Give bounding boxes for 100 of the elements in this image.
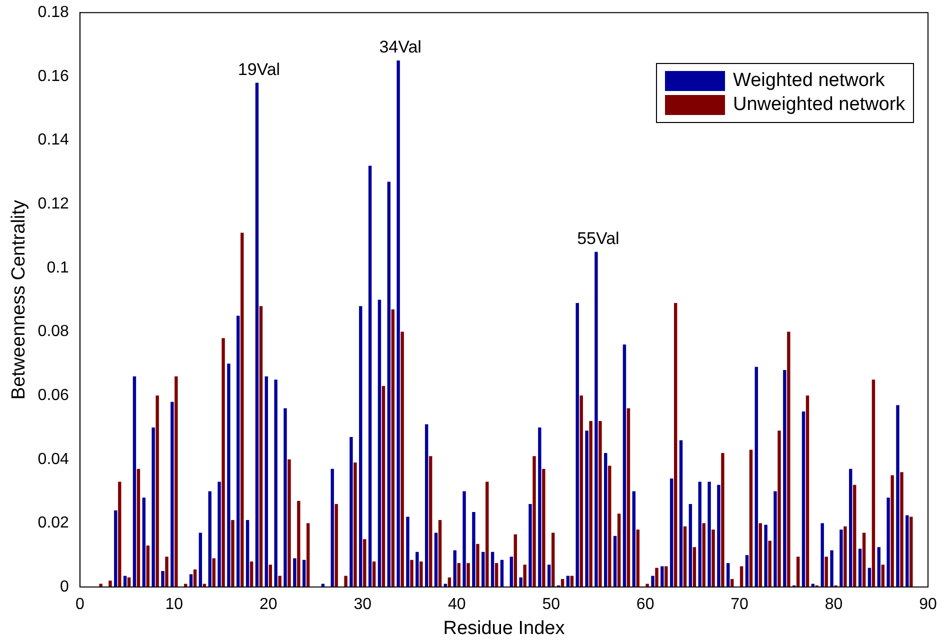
bar [372, 561, 376, 587]
y-tick-label: 0.04 [38, 450, 70, 468]
bar [208, 491, 212, 587]
bar [334, 504, 338, 587]
bar [259, 306, 263, 587]
x-tick-label: 90 [919, 596, 937, 614]
bar [330, 468, 334, 587]
bar [626, 408, 630, 587]
y-tick-label: 0.06 [38, 386, 70, 404]
bar [424, 424, 428, 587]
y-axis-title: Betweenness Centrality [8, 200, 30, 400]
x-tick-label: 30 [354, 596, 372, 614]
bar [227, 364, 230, 587]
y-tick-label: 0.1 [46, 259, 70, 276]
x-axis-title: Residue Index [443, 618, 566, 639]
x-tick-label: 10 [165, 596, 184, 614]
bar [726, 563, 730, 587]
bar [702, 523, 706, 587]
bar [538, 427, 542, 587]
bar [288, 459, 291, 587]
bar [532, 456, 536, 587]
bar [156, 396, 159, 587]
bar [428, 456, 432, 587]
bar [551, 532, 555, 587]
bar [774, 491, 777, 587]
bar [284, 408, 287, 587]
bar [806, 396, 810, 587]
bar [400, 332, 404, 587]
bar [146, 546, 150, 587]
x-tick-label: 20 [260, 596, 278, 614]
bar [674, 302, 678, 587]
bar [844, 526, 847, 587]
bar [858, 548, 862, 587]
bar [721, 452, 724, 587]
bar [622, 344, 626, 587]
bar [745, 555, 749, 587]
bar [881, 564, 884, 587]
bar [896, 405, 900, 587]
bar [910, 516, 913, 587]
bar [886, 498, 890, 587]
bar [547, 564, 551, 587]
bar [108, 580, 112, 587]
bar [796, 556, 800, 587]
annotation: 55Val [577, 229, 620, 248]
bar [142, 498, 146, 587]
bar [132, 376, 136, 587]
bar [617, 514, 621, 587]
bar [212, 558, 216, 587]
y-tick-label: 0 [60, 578, 70, 596]
y-tick-label: 0.02 [38, 514, 70, 532]
bar [462, 491, 466, 587]
bar [523, 564, 526, 587]
bar [476, 544, 480, 587]
bar [712, 530, 715, 587]
bar [853, 484, 856, 587]
x-tick-label: 50 [542, 596, 560, 614]
bar [387, 182, 390, 587]
y-tick-label: 0.18 [38, 4, 70, 22]
bar [824, 556, 828, 587]
bar [820, 523, 824, 587]
bar [542, 468, 546, 587]
bar [118, 482, 122, 587]
bar [170, 402, 174, 587]
y-tick-label: 0.16 [38, 68, 70, 85]
bar [613, 536, 617, 587]
bar [174, 376, 178, 587]
bar [585, 430, 588, 587]
bar [231, 520, 234, 587]
bar [490, 552, 494, 587]
bar [683, 526, 687, 587]
bar [410, 560, 414, 587]
bar [749, 450, 753, 587]
x-tick-label: 0 [75, 596, 84, 614]
bar [278, 576, 282, 587]
x-tick-label: 70 [730, 596, 749, 614]
bar [472, 512, 476, 587]
bar [906, 515, 909, 587]
x-tick-label: 60 [636, 596, 654, 614]
bar [378, 300, 382, 587]
bar [900, 472, 904, 587]
bar [528, 504, 532, 587]
bar [830, 550, 834, 587]
bar [359, 306, 362, 587]
bar [660, 566, 664, 587]
bar [764, 524, 768, 587]
bar [406, 516, 410, 587]
legend-label: Unweighted network [733, 94, 906, 116]
bar [391, 309, 394, 587]
bar [189, 574, 193, 587]
bar [198, 532, 202, 587]
bar [218, 482, 221, 587]
bar [679, 440, 683, 587]
bar [608, 466, 612, 587]
bar [868, 568, 872, 587]
bar [363, 539, 366, 587]
bar [382, 386, 386, 587]
x-tick-label: 40 [448, 596, 466, 614]
y-tick-label: 0.12 [38, 195, 70, 212]
bar [114, 510, 118, 587]
bar [872, 380, 876, 587]
